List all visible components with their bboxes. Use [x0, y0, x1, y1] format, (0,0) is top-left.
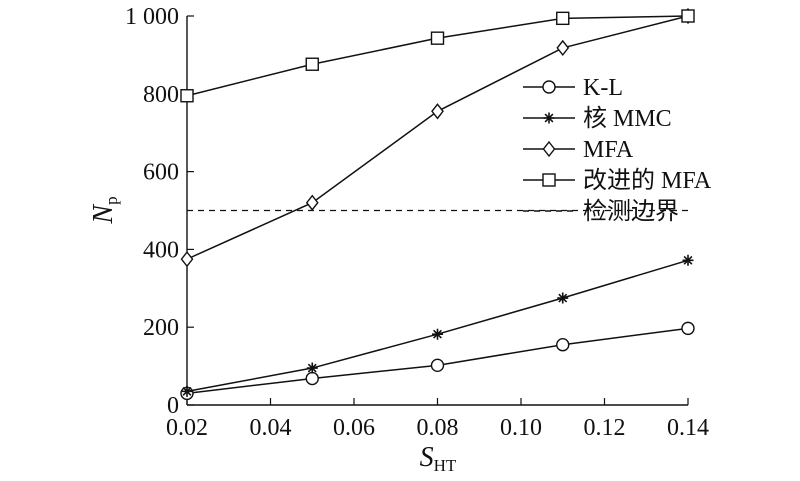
x-axis-title-main: S [420, 442, 434, 473]
y-tick-label: 600 [143, 160, 179, 186]
x-axis-title: SHT [420, 442, 457, 475]
data-point [682, 254, 694, 266]
y-axis: 0 200 400 600 800 1 000 [125, 4, 194, 419]
legend-marker [542, 173, 556, 187]
y-axis-title-sub: p [102, 196, 121, 205]
legend: K-L 核 MMC MFA 改进的 MFA 检测边界 [523, 75, 712, 225]
data-point [306, 362, 318, 374]
legend-marker [543, 112, 555, 124]
data-point [681, 9, 695, 23]
x-tick-label: 0.10 [500, 415, 542, 441]
legend-label: K-L [583, 75, 623, 101]
legend-label: 改进的 MFA [583, 167, 712, 194]
data-point [430, 31, 445, 45]
legend-item: 改进的 MFA [523, 167, 712, 194]
legend-item: 核 MMC [523, 105, 672, 132]
data-point [431, 103, 444, 120]
data-point [557, 292, 569, 304]
data-point [556, 39, 570, 57]
y-tick-label: 800 [143, 82, 179, 108]
legend-item: MFA [523, 137, 634, 163]
x-tick-label: 0.04 [250, 415, 292, 441]
x-tick-label: 0.06 [333, 415, 375, 441]
data-point [681, 321, 695, 336]
x-tick-label: 0.08 [417, 415, 459, 441]
legend-label: 核 MMC [583, 105, 672, 132]
legend-label: MFA [583, 137, 634, 163]
y-axis-title-main: N [88, 204, 119, 225]
y-tick-label: 0 [167, 393, 179, 419]
data-point [305, 194, 319, 211]
x-axis-title-sub: HT [434, 456, 457, 475]
legend-marker [542, 140, 556, 158]
legend-item: 检测边界 [523, 198, 679, 225]
series-mmc [181, 254, 694, 397]
legend-label: 检测边界 [583, 198, 679, 225]
data-point [430, 358, 445, 373]
y-tick-label: 200 [143, 315, 179, 341]
data-point [432, 328, 443, 340]
legend-marker [542, 80, 556, 94]
data-point [305, 371, 319, 386]
data-point [180, 250, 194, 268]
data-point [181, 385, 193, 397]
data-point [556, 11, 570, 26]
y-tick-label: 400 [143, 237, 179, 263]
y-axis-title: Np [88, 196, 121, 224]
data-point [305, 57, 319, 71]
y-tick-label: 1 000 [125, 4, 179, 30]
x-tick-label: 0.12 [584, 415, 626, 441]
x-axis: 0.02 0.04 0.06 0.08 0.10 0.12 0.14 [166, 398, 709, 441]
x-tick-label: 0.02 [166, 415, 208, 441]
series-layer [180, 7, 695, 401]
series-mfa [180, 9, 695, 103]
data-point [180, 89, 194, 103]
data-point [556, 338, 570, 352]
x-tick-label: 0.14 [667, 415, 709, 441]
legend-item: K-L [523, 75, 623, 101]
